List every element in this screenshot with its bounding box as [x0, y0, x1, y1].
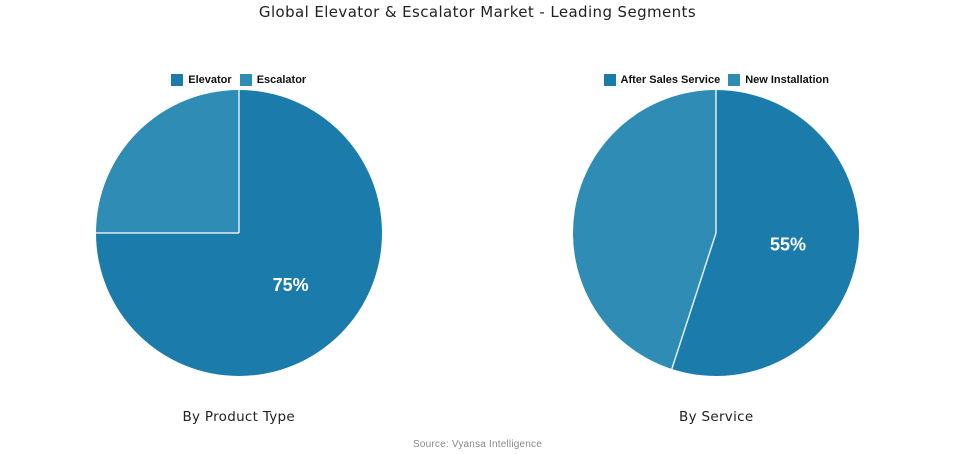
legend-swatch-elevator — [171, 74, 184, 86]
chart-caption-product-type: By Product Type — [182, 409, 296, 425]
legend-swatch-escalator — [239, 74, 252, 86]
legend-swatch-after-sales-service — [603, 74, 616, 86]
pie-slice-new-installation — [573, 90, 717, 369]
legend-swatch-new-installation — [728, 74, 741, 86]
pie-chart-service: After Sales Service New Installation 55% … — [478, 73, 955, 425]
source-text: Source: Vyansa Intelligence — [413, 439, 542, 450]
pie-slice-escalator — [95, 90, 239, 233]
pie-chart-product-type: Elevator Escalator 75% By Product Type — [0, 73, 478, 425]
legend-label-new-installation: New Installation — [745, 74, 829, 86]
legend-service: After Sales Service New Installation — [603, 73, 829, 87]
legend-label-escalator: Escalator — [256, 74, 307, 86]
slice-percent-label-elevator: 75% — [272, 275, 308, 295]
charts-row: Elevator Escalator 75% By Product Type Af… — [0, 73, 955, 425]
legend-product-type: Elevator Escalator — [171, 73, 306, 87]
pie-service: 55% — [573, 90, 860, 376]
chart-main-title: Global Elevator & Escalator Market - Lea… — [258, 3, 697, 21]
legend-item-elevator: Elevator — [171, 74, 232, 86]
legend-label-after-sales-service: After Sales Service — [620, 74, 721, 86]
legend-item-escalator: Escalator — [239, 74, 307, 86]
pie-slice-after-sales-service — [672, 90, 860, 376]
chart-caption-service: By Service — [679, 409, 754, 425]
legend-item-new-installation: New Installation — [728, 74, 829, 86]
legend-item-after-sales-service: After Sales Service — [603, 74, 721, 86]
pie-product-type: 75% — [95, 90, 382, 376]
legend-label-elevator: Elevator — [188, 74, 232, 86]
slice-divider-line — [671, 232, 717, 370]
slice-percent-label-after-sales-service: 55% — [770, 235, 806, 255]
